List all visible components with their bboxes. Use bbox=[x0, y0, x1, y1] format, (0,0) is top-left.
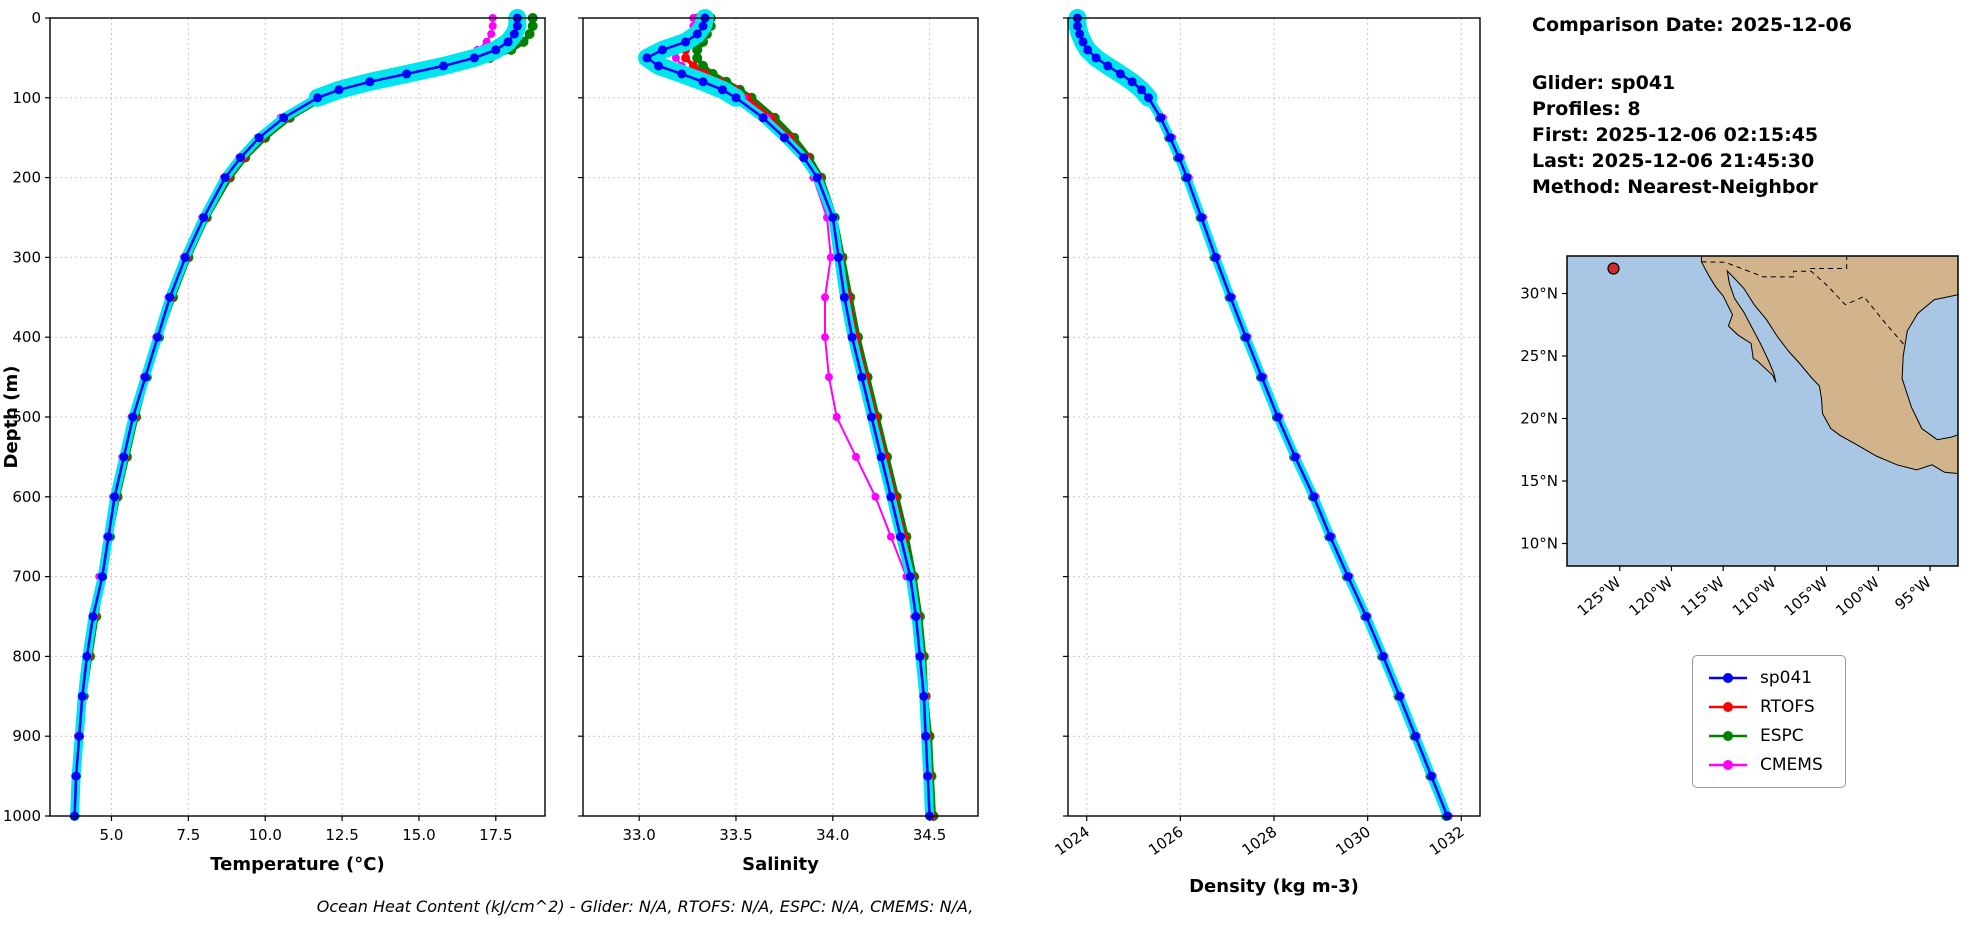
svg-text:1030: 1030 bbox=[1332, 823, 1374, 860]
svg-text:0: 0 bbox=[31, 9, 41, 27]
svg-text:800: 800 bbox=[12, 647, 41, 665]
svg-text:115°W: 115°W bbox=[1677, 573, 1728, 620]
svg-text:105°W: 105°W bbox=[1781, 573, 1832, 620]
comparison-date-text: Comparison Date: 2025-12-06 bbox=[1532, 14, 1852, 36]
location-map-container: 30°N 25°N 20°N 15°N 10°N 125°W 120°W 115°W 110°W… bbox=[1488, 238, 1978, 668]
method-text: Method: Nearest-Neighbor bbox=[1532, 176, 1818, 198]
svg-text:300: 300 bbox=[12, 248, 41, 266]
location-map: 30°N 25°N 20°N 15°N 10°N 125°W 120°W 115°W 110°W… bbox=[1520, 255, 1959, 620]
density-plot: 1024 1026 1028 1030 1032 Density (kg m-3) bbox=[1051, 9, 1481, 897]
legend-line-marker-icon bbox=[1709, 673, 1747, 683]
legend-label: sp041 bbox=[1760, 668, 1813, 688]
svg-text:33.5: 33.5 bbox=[719, 826, 752, 844]
svg-text:Salinity: Salinity bbox=[742, 854, 819, 875]
series-sp041 bbox=[637, 9, 935, 821]
svg-text:Depth (m): Depth (m) bbox=[1, 366, 22, 469]
svg-text:34.5: 34.5 bbox=[913, 826, 946, 844]
svg-text:120°W: 120°W bbox=[1625, 573, 1676, 620]
svg-text:Density (kg m-3): Density (kg m-3) bbox=[1189, 876, 1359, 897]
svg-text:Temperature (°C): Temperature (°C) bbox=[210, 854, 384, 875]
glider-name-text: Glider: sp041 bbox=[1532, 72, 1676, 94]
svg-text:1032: 1032 bbox=[1426, 823, 1468, 860]
first-profile-time-text: First: 2025-12-06 02:15:45 bbox=[1532, 124, 1819, 146]
map-area bbox=[1567, 256, 1958, 566]
svg-text:34.0: 34.0 bbox=[816, 826, 849, 844]
profile-plots: 5.0 7.5 10.0 12.5 15.0 17.5 0 100 200 300 400 500 60… bbox=[1, 9, 1481, 897]
legend-label: ESPC bbox=[1760, 726, 1804, 746]
legend-item-espc: ESPC bbox=[1707, 726, 1823, 746]
svg-text:10°N: 10°N bbox=[1520, 535, 1558, 553]
legend-item-cmems: CMEMS bbox=[1707, 755, 1823, 775]
legend-label: RTOFS bbox=[1760, 697, 1815, 717]
svg-text:600: 600 bbox=[12, 488, 41, 506]
svg-text:1026: 1026 bbox=[1145, 823, 1187, 860]
salinity-plot: 33.0 33.5 34.0 34.5 Salinity bbox=[578, 9, 979, 875]
svg-text:15.0: 15.0 bbox=[402, 826, 435, 844]
svg-text:95°W: 95°W bbox=[1891, 573, 1934, 614]
svg-text:400: 400 bbox=[12, 328, 41, 346]
map-frame bbox=[1566, 255, 1959, 567]
svg-text:25°N: 25°N bbox=[1520, 347, 1558, 365]
temperature-plot: 5.0 7.5 10.0 12.5 15.0 17.5 0 100 200 300 400 500 60… bbox=[1, 9, 546, 875]
svg-text:7.5: 7.5 bbox=[176, 826, 200, 844]
svg-text:125°W: 125°W bbox=[1574, 573, 1625, 620]
glider-location-marker bbox=[1607, 262, 1620, 275]
legend: sp041 RTOFS ESPC CMEMS bbox=[1692, 655, 1846, 788]
series-sp041 bbox=[1068, 9, 1452, 821]
profiles-count-text: Profiles: 8 bbox=[1532, 98, 1641, 120]
svg-text:1000: 1000 bbox=[3, 807, 41, 825]
svg-text:30°N: 30°N bbox=[1520, 285, 1558, 303]
legend-item-rtofs: RTOFS bbox=[1707, 697, 1823, 717]
svg-text:1028: 1028 bbox=[1239, 823, 1281, 860]
svg-text:15°N: 15°N bbox=[1520, 472, 1558, 490]
series-ESPC bbox=[69, 13, 538, 821]
land-polygon bbox=[1701, 256, 1958, 475]
us-mexico-border-line bbox=[1701, 261, 1905, 346]
last-profile-time-text: Last: 2025-12-06 21:45:30 bbox=[1532, 150, 1815, 172]
svg-text:110°W: 110°W bbox=[1729, 573, 1780, 620]
svg-text:500: 500 bbox=[12, 408, 41, 426]
legend-line-marker-icon bbox=[1709, 731, 1747, 741]
legend-item-sp041: sp041 bbox=[1707, 668, 1823, 688]
state-border-line bbox=[1810, 256, 1848, 269]
legend-line-marker-icon bbox=[1709, 760, 1747, 770]
svg-text:5.0: 5.0 bbox=[100, 826, 124, 844]
svg-text:17.5: 17.5 bbox=[479, 826, 512, 844]
svg-text:100: 100 bbox=[12, 89, 41, 107]
legend-label: CMEMS bbox=[1760, 755, 1823, 775]
svg-text:100°W: 100°W bbox=[1832, 573, 1883, 620]
svg-text:200: 200 bbox=[12, 169, 41, 187]
ocean-heat-content-note: Ocean Heat Content (kJ/cm^2) - Glider: N… bbox=[316, 897, 974, 916]
series-sp041 bbox=[70, 9, 527, 821]
svg-text:20°N: 20°N bbox=[1520, 410, 1558, 428]
svg-text:900: 900 bbox=[12, 727, 41, 745]
svg-text:12.5: 12.5 bbox=[325, 826, 358, 844]
svg-text:10.0: 10.0 bbox=[249, 826, 282, 844]
svg-text:700: 700 bbox=[12, 568, 41, 586]
info-panel: Comparison Date: 2025-12-06 Glider: sp04… bbox=[1532, 12, 1852, 200]
svg-text:33.0: 33.0 bbox=[622, 826, 655, 844]
svg-text:1024: 1024 bbox=[1051, 823, 1093, 860]
legend-line-marker-icon bbox=[1709, 702, 1747, 712]
